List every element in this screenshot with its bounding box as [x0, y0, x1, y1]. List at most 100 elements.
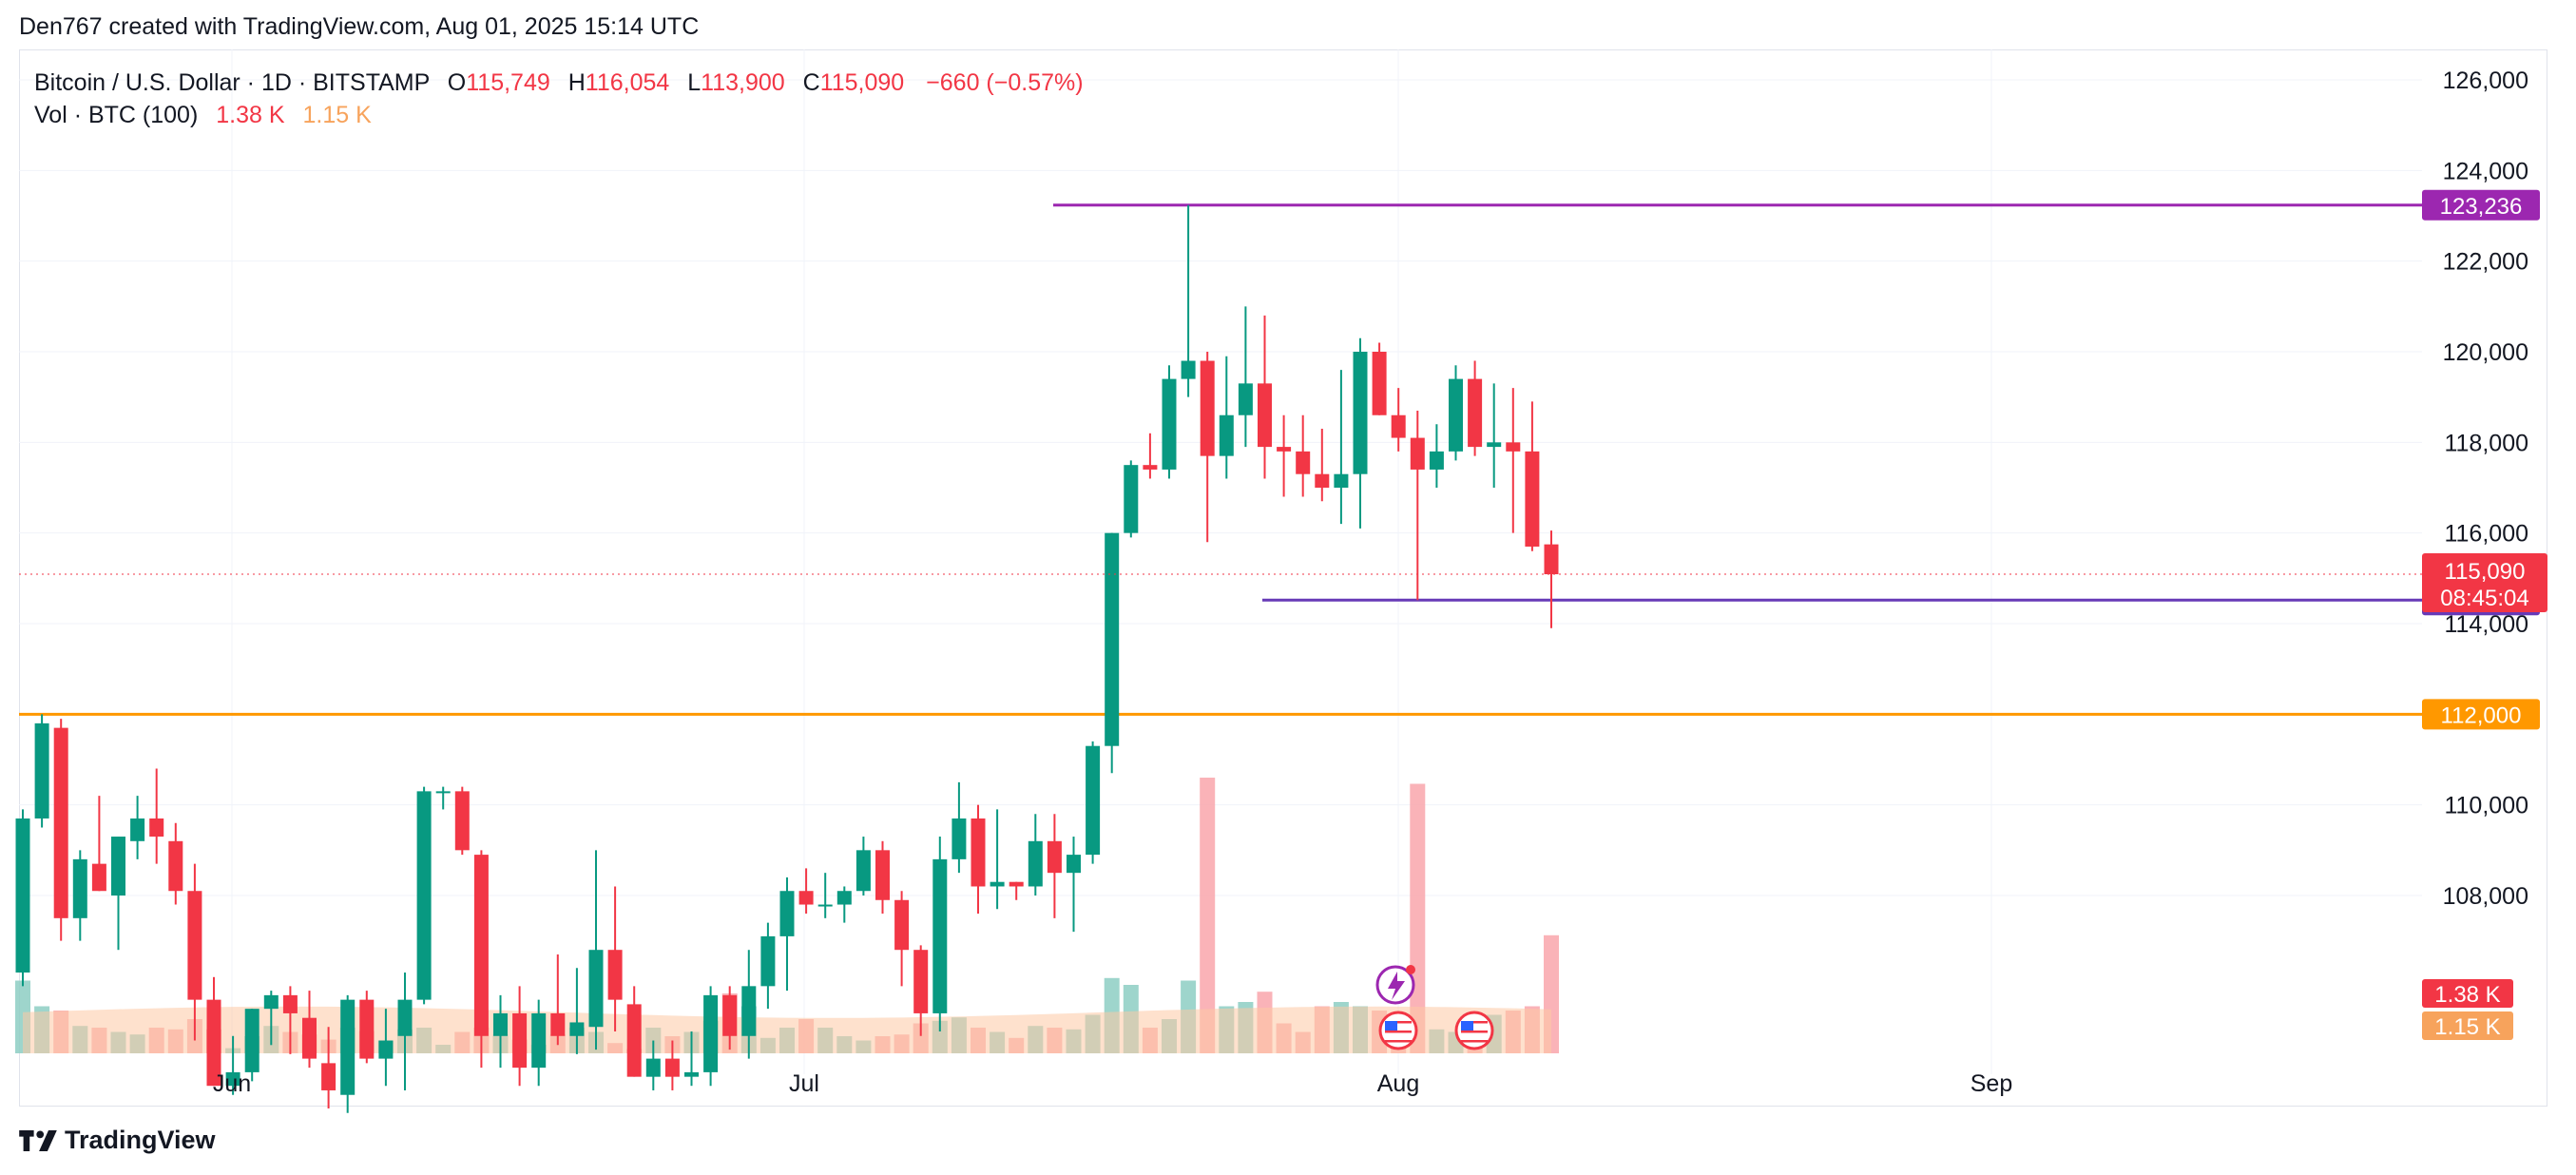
candle-body[interactable] [340, 999, 356, 1095]
candle-body[interactable] [875, 850, 890, 900]
notification-dot [1406, 965, 1415, 974]
candle-body[interactable] [149, 818, 164, 838]
candle-body[interactable] [321, 1063, 336, 1090]
candle-body[interactable] [1391, 414, 1406, 438]
candle-body[interactable] [244, 1009, 260, 1072]
candle-body[interactable] [130, 818, 145, 841]
candle-body[interactable] [913, 950, 929, 1013]
candle-body[interactable] [1468, 378, 1483, 448]
candle-body[interactable] [416, 791, 432, 1000]
candle-body[interactable] [34, 722, 49, 819]
candle-body[interactable] [435, 791, 451, 794]
candle-body[interactable] [1067, 855, 1081, 874]
candle-body[interactable] [1238, 383, 1253, 415]
volume-value: 1.38 K [216, 102, 285, 128]
candle-body[interactable] [53, 727, 68, 918]
candle-body[interactable] [952, 818, 967, 859]
candle-body[interactable] [607, 950, 623, 1000]
candle-body[interactable] [703, 994, 719, 1072]
flag-stripe [1461, 1040, 1488, 1043]
candle-body[interactable] [1334, 473, 1349, 488]
x-tick-label: Aug [1377, 1070, 1419, 1097]
candle-body[interactable] [1315, 473, 1330, 488]
candle-body[interactable] [359, 999, 375, 1059]
candle-body[interactable] [1525, 451, 1540, 547]
candle-body[interactable] [1219, 414, 1234, 456]
volume-bar [1200, 778, 1216, 1053]
candle-body[interactable] [932, 858, 948, 1013]
candle-body[interactable] [779, 891, 795, 936]
candle-body[interactable] [664, 1058, 680, 1077]
candle-body[interactable] [454, 791, 470, 851]
candle-body[interactable] [798, 891, 814, 905]
volume-tag [2422, 979, 2513, 1008]
candle-body[interactable] [855, 850, 871, 892]
candle-body[interactable] [378, 1040, 394, 1059]
candle-body[interactable] [206, 999, 221, 1087]
candle-body[interactable] [1410, 437, 1425, 470]
candle-body[interactable] [1181, 360, 1196, 379]
candle-body[interactable] [168, 840, 183, 892]
candle-body[interactable] [1296, 451, 1311, 474]
candle-body[interactable] [397, 999, 413, 1036]
tradingview-footer[interactable]: TradingView [19, 1126, 216, 1155]
candle-body[interactable] [626, 1004, 642, 1077]
candle-body[interactable] [569, 1022, 585, 1036]
horizontal-level-tag [2422, 699, 2540, 730]
candle-body[interactable] [1487, 442, 1502, 448]
candle-body[interactable] [187, 891, 202, 1000]
candle-body[interactable] [1449, 378, 1463, 452]
candle-body[interactable] [91, 863, 106, 892]
candle-body[interactable] [302, 1017, 317, 1059]
close-key: C [802, 69, 820, 96]
candle-body[interactable] [15, 818, 30, 973]
candle-body[interactable] [282, 994, 298, 1013]
candle-body[interactable] [1105, 532, 1120, 746]
candle-body[interactable] [741, 986, 757, 1036]
candle-body[interactable] [1258, 383, 1272, 448]
x-tick-label: Sep [1970, 1070, 2012, 1097]
candle-body[interactable] [225, 1071, 240, 1087]
candle-body[interactable] [1047, 840, 1062, 874]
candle-body[interactable] [72, 858, 87, 918]
candle-body[interactable] [836, 891, 852, 905]
candle-body[interactable] [1086, 745, 1101, 856]
candle-body[interactable] [1544, 544, 1559, 575]
candle-body[interactable] [473, 855, 489, 1036]
candle-body[interactable] [1277, 447, 1292, 452]
candle-body[interactable] [684, 1071, 699, 1077]
candle-body[interactable] [588, 950, 604, 1028]
candle-body[interactable] [512, 1012, 528, 1069]
candle-body[interactable] [1506, 442, 1521, 452]
close-value: 115,090 [819, 69, 905, 96]
flag-stripe [1461, 1026, 1488, 1029]
candle-body[interactable] [1200, 360, 1215, 456]
open-key: O [447, 69, 467, 96]
candle-body[interactable] [1143, 465, 1158, 470]
candle-body[interactable] [1009, 881, 1024, 887]
candle-body[interactable] [760, 935, 776, 987]
candle-body[interactable] [550, 1012, 566, 1036]
candle-body[interactable] [1162, 378, 1177, 470]
y-tick-label: 124,000 [2443, 158, 2528, 184]
candle-body[interactable] [1353, 352, 1368, 474]
candle-body[interactable] [1028, 840, 1043, 887]
candle-body[interactable] [493, 1012, 508, 1036]
candle-body[interactable] [263, 994, 279, 1010]
candle-body[interactable] [1372, 352, 1387, 415]
candle-body[interactable] [531, 1012, 547, 1069]
volume-tag-label: 1.38 K [2434, 982, 2500, 1008]
candle-body[interactable] [1429, 451, 1444, 470]
flag-stripe [1461, 1035, 1488, 1038]
candle-body[interactable] [722, 994, 738, 1036]
candle-body[interactable] [971, 818, 986, 887]
volume-label[interactable]: Vol · BTC (100) [34, 102, 199, 128]
symbol-name[interactable]: Bitcoin / U.S. Dollar · 1D · BITSTAMP [34, 69, 430, 96]
candle-body[interactable] [645, 1058, 661, 1077]
candle-body[interactable] [894, 899, 910, 951]
candle-body[interactable] [111, 837, 125, 896]
candle-body[interactable] [990, 881, 1005, 887]
candle-body[interactable] [1124, 465, 1139, 533]
candle-body[interactable] [817, 904, 833, 907]
